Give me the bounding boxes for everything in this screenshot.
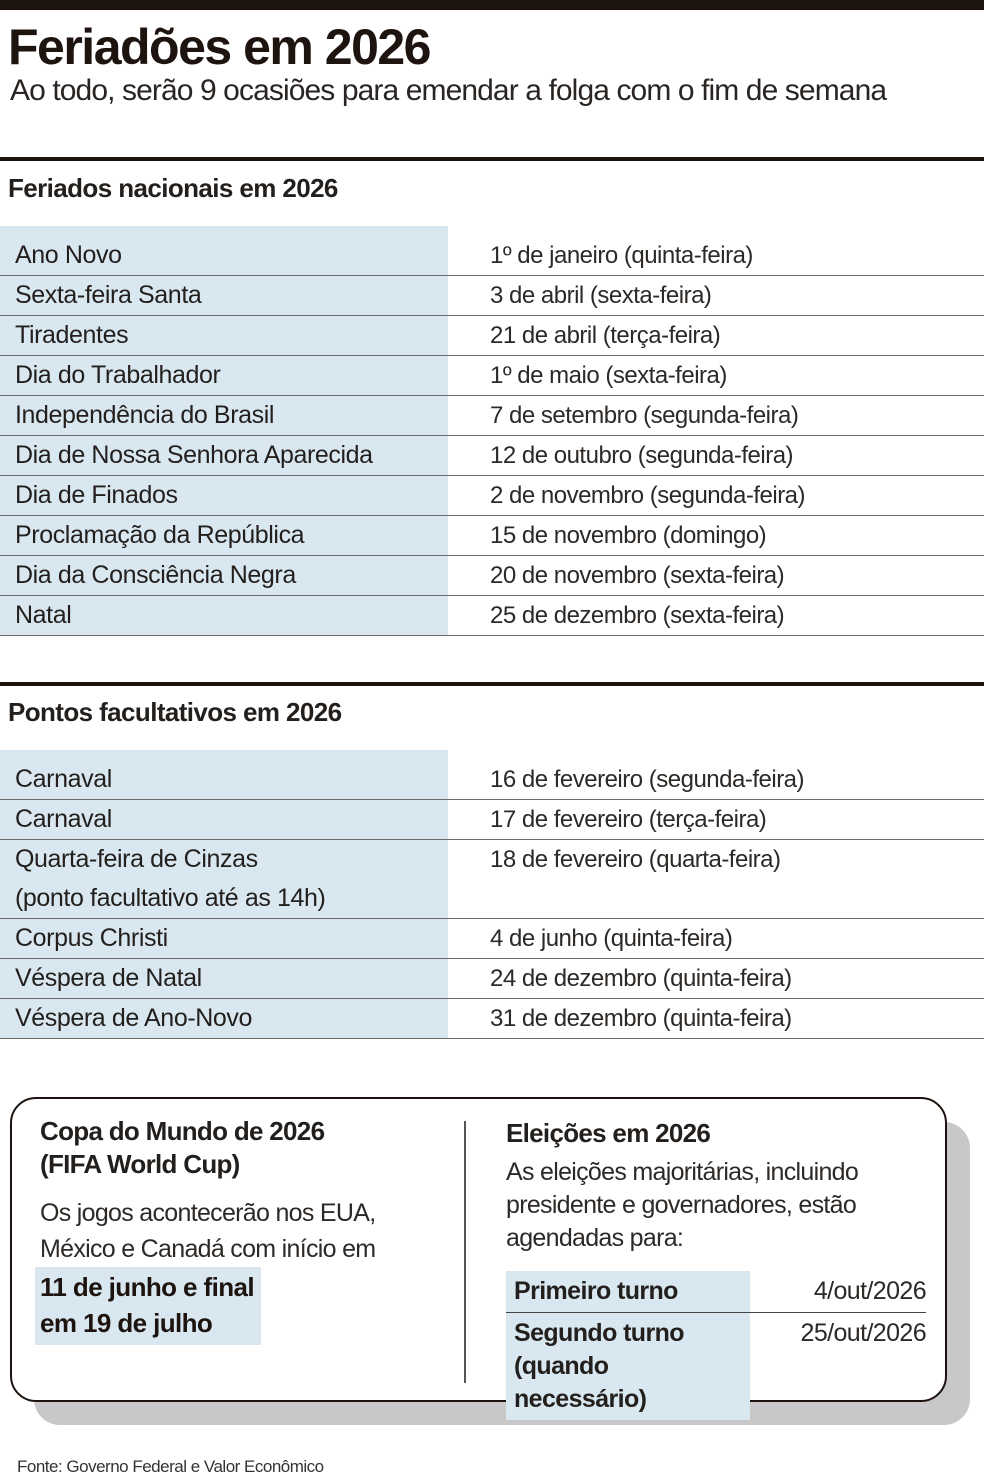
- source-note: Fonte: Governo Federal e Valor Econômico: [17, 1457, 324, 1476]
- holiday-name: Carnaval: [0, 800, 448, 839]
- national-holidays-table: Ano Novo 1º de janeiro (quinta-feira) Sex…: [0, 226, 984, 636]
- world-cup-text: Os jogos acontecerão nos EUA, México e Ca…: [40, 1195, 440, 1267]
- world-cup-highlight-line2: em 19 de julho: [40, 1308, 213, 1338]
- election-row: Primeiro turno 4/out/2026: [506, 1271, 927, 1313]
- elections-text: As eleições majoritárias, incluindo presi…: [506, 1156, 926, 1255]
- holiday-name: Dia de Finados: [0, 476, 448, 515]
- holiday-date: 17 de fevereiro (terça-feira): [490, 806, 767, 833]
- section-divider: [0, 157, 984, 161]
- election-round-line2: (quando necessário): [514, 1352, 647, 1413]
- table-row: Sexta-feira Santa 3 de abril (sexta-feira…: [0, 276, 984, 316]
- holiday-name: Quarta-feira de Cinzas (ponto facultativo…: [0, 840, 448, 918]
- holiday-name: Tiradentes: [0, 316, 448, 355]
- table-row: Proclamação da República 15 de novembro (…: [0, 516, 984, 556]
- world-cup-title: Copa do Mundo de 2026 (FIFA World Cup): [40, 1115, 440, 1181]
- holiday-date: 31 de dezembro (quinta-feira): [490, 1005, 792, 1032]
- table-row: Quarta-feira de Cinzas (ponto facultativo…: [0, 840, 984, 919]
- elections-title: Eleições em 2026: [506, 1118, 711, 1148]
- top-bar: [0, 0, 984, 10]
- holiday-name: Carnaval: [0, 750, 448, 799]
- holiday-date: 25 de dezembro (sexta-feira): [490, 602, 785, 629]
- table-row: Dia da Consciência Negra 20 de novembro (…: [0, 556, 984, 596]
- elections-panel: Eleições em 2026 As eleições majoritária…: [506, 1117, 927, 1420]
- optional-days-table: Carnaval 16 de fevereiro (segunda-feira) …: [0, 750, 984, 1039]
- table-row: Natal 25 de dezembro (sexta-feira): [0, 596, 984, 636]
- panel-divider: [464, 1121, 466, 1383]
- holiday-date: 16 de fevereiro (segunda-feira): [490, 766, 805, 793]
- holiday-name: Corpus Christi: [0, 919, 448, 958]
- holiday-name-line2: (ponto facultativo até as 14h): [15, 884, 326, 912]
- holiday-name: Ano Novo: [0, 226, 448, 275]
- holiday-name: Sexta-feira Santa: [0, 276, 448, 315]
- elections-text-line3: agendadas para:: [506, 1224, 684, 1252]
- holiday-date: 24 de dezembro (quinta-feira): [490, 965, 792, 992]
- table-row: Corpus Christi 4 de junho (quinta-feira): [0, 919, 984, 959]
- page-title: Feriadões em 2026: [8, 19, 432, 75]
- holiday-date: 7 de setembro (segunda-feira): [490, 402, 799, 429]
- election-date: 4/out/2026: [813, 1277, 927, 1305]
- world-cup-text-line1: Os jogos acontecerão nos EUA,: [40, 1199, 376, 1227]
- holiday-name: Véspera de Natal: [0, 959, 448, 998]
- elections-text-line2: presidente e governadores, estão: [506, 1191, 857, 1219]
- world-cup-highlight-line1: 11 de junho e final: [40, 1272, 255, 1302]
- world-cup-title-line1: Copa do Mundo de 2026: [40, 1116, 325, 1146]
- holiday-name: Independência do Brasil: [0, 396, 448, 435]
- holiday-date: 18 de fevereiro (quarta-feira): [490, 846, 781, 873]
- holiday-date: 15 de novembro (domingo): [490, 522, 767, 549]
- holiday-date: 1º de maio (sexta-feira): [490, 362, 727, 389]
- holiday-date: 21 de abril (terça-feira): [490, 322, 721, 349]
- holiday-name: Natal: [0, 596, 448, 635]
- table-row: Dia de Nossa Senhora Aparecida 12 de outu…: [0, 436, 984, 476]
- holiday-name: Dia da Consciência Negra: [0, 556, 448, 595]
- page-subtitle: Ao todo, serão 9 ocasiões para emendar a…: [10, 74, 887, 107]
- optional-days-title: Pontos facultativos em 2026: [8, 697, 342, 727]
- section-divider: [0, 682, 984, 686]
- world-cup-text-line2: México e Canadá com início em: [40, 1235, 376, 1263]
- table-row: Tiradentes 21 de abril (terça-feira): [0, 316, 984, 356]
- election-date: 25/out/2026: [800, 1319, 927, 1347]
- holiday-date: 4 de junho (quinta-feira): [490, 925, 733, 952]
- table-row: Dia do Trabalhador 1º de maio (sexta-feir…: [0, 356, 984, 396]
- election-round: Primeiro turno: [506, 1271, 750, 1312]
- table-row: Ano Novo 1º de janeiro (quinta-feira): [0, 226, 984, 276]
- table-row: Véspera de Natal 24 de dezembro (quinta-f…: [0, 959, 984, 999]
- table-row: Independência do Brasil 7 de setembro (se…: [0, 396, 984, 436]
- holiday-name: Véspera de Ano-Novo: [0, 999, 448, 1038]
- election-round: Segundo turno (quando necessário): [506, 1313, 750, 1420]
- table-row: Véspera de Ano-Novo 31 de dezembro (quint…: [0, 999, 984, 1039]
- table-row: Carnaval 16 de fevereiro (segunda-feira): [0, 750, 984, 800]
- world-cup-dates-highlight: 11 de junho e final em 19 de julho: [35, 1267, 261, 1345]
- holiday-name: Proclamação da República: [0, 516, 448, 555]
- election-round-line1: Segundo turno: [514, 1319, 685, 1347]
- holiday-date: 12 de outubro (segunda-feira): [490, 442, 794, 469]
- info-box: Copa do Mundo de 2026 (FIFA World Cup) Os…: [10, 1097, 947, 1420]
- world-cup-panel: Copa do Mundo de 2026 (FIFA World Cup) Os…: [35, 1115, 440, 1345]
- holiday-date: 2 de novembro (segunda-feira): [490, 482, 806, 509]
- holiday-date: 20 de novembro (sexta-feira): [490, 562, 785, 589]
- holiday-name: Dia do Trabalhador: [0, 356, 448, 395]
- elections-text-line1: As eleições majoritárias, incluindo: [506, 1158, 859, 1186]
- holiday-date: 1º de janeiro (quinta-feira): [490, 242, 753, 269]
- world-cup-title-line2: (FIFA World Cup): [40, 1149, 240, 1179]
- elections-table: Primeiro turno 4/out/2026 Segundo turno (q…: [506, 1271, 927, 1420]
- table-row: Dia de Finados 2 de novembro (segunda-fei…: [0, 476, 984, 516]
- holiday-date: 3 de abril (sexta-feira): [490, 282, 712, 309]
- holiday-name-line1: Quarta-feira de Cinzas: [15, 845, 258, 873]
- election-row: Segundo turno (quando necessário) 25/out/2…: [506, 1313, 927, 1420]
- table-row: Carnaval 17 de fevereiro (terça-feira): [0, 800, 984, 840]
- holiday-name: Dia de Nossa Senhora Aparecida: [0, 436, 448, 475]
- national-holidays-title: Feriados nacionais em 2026: [8, 173, 338, 203]
